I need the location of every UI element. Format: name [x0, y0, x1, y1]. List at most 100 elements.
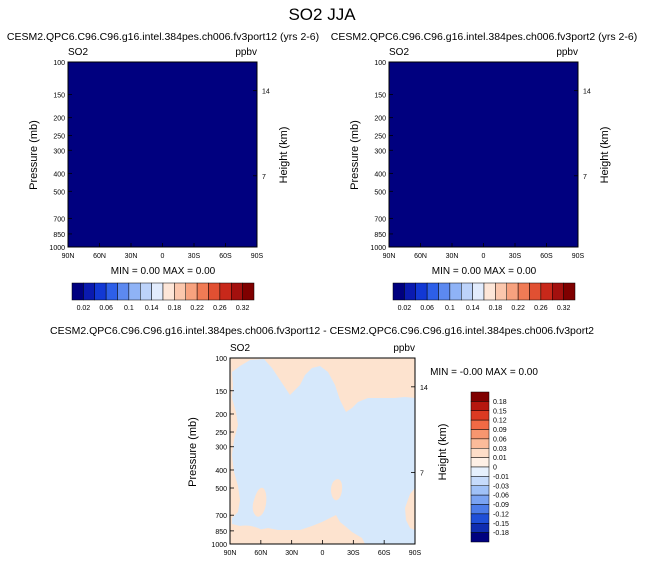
p2-colorbar-swatch: [426, 282, 439, 301]
panel-3-y-ticks-right: 14 7: [411, 385, 428, 477]
p2-colorbar-swatch: [506, 282, 519, 301]
panel-1-ylabel-right: Height (km): [278, 127, 290, 184]
p2-xtick-label: 90N: [383, 253, 396, 260]
panel-3: CESM2.QPC6.C96.C96.g16.intel.384pes.ch00…: [50, 325, 594, 557]
p3-colorbar-swatch: [470, 494, 490, 505]
p3-ytick-label: 100: [215, 356, 227, 363]
p1-colorbar-label: 0.32: [236, 305, 250, 312]
p1-colorbar-label: 0.26: [213, 305, 227, 312]
p3-ytick-label: 300: [215, 445, 227, 452]
p3-colorbar-swatch: [470, 485, 490, 496]
p2-colorbar-swatch: [495, 282, 507, 301]
p3-ytick-label: 500: [215, 486, 227, 493]
p3-xtick-label: 30N: [285, 550, 298, 557]
p1-colorbar-label: 0.22: [190, 305, 204, 312]
panel-3-positive-patch-center: [330, 479, 343, 501]
panel-3-units-label: ppbv: [393, 343, 415, 354]
panel-3-plot-area: [229, 357, 416, 545]
panel-3-negative-region: [232, 359, 415, 544]
p1-ytick-right-label: 14: [262, 89, 270, 96]
p3-colorbar-swatch: [470, 513, 490, 524]
p2-colorbar-swatch: [415, 282, 428, 301]
p3-colorbar-label: -0.01: [493, 474, 509, 481]
p2-ytick-label: 150: [374, 93, 386, 100]
panel-3-stats: MIN = -0.00 MAX = 0.00: [430, 367, 538, 378]
p2-colorbar-swatch: [563, 282, 576, 301]
p1-ytick-label: 400: [53, 171, 65, 178]
panel-1-plot-area: [67, 61, 258, 248]
p1-colorbar-label: 0.06: [99, 305, 113, 312]
p3-colorbar-label: 0.03: [493, 446, 507, 453]
p3-ytick-label: 850: [215, 529, 227, 536]
panel-3-colorbar: 0.18 0.15 0.12 0.09 0.06 0.03 0.01 0 -0.01 -0.03 -…: [470, 391, 509, 543]
p3-colorbar-label: -0.18: [493, 530, 509, 537]
p3-colorbar-label: -0.15: [493, 521, 509, 528]
p1-colorbar-swatch: [219, 282, 232, 301]
p1-colorbar-swatch: [140, 282, 152, 301]
panel-1-ylabel: Pressure (mb): [28, 120, 40, 190]
panel-1: CESM2.QPC6.C96.C96.g16.intel.384pes.ch00…: [7, 31, 319, 312]
panel-2-y-ticks-right: 14 7: [574, 89, 591, 181]
p2-colorbar-label: 0.14: [466, 305, 480, 312]
p3-xtick-label: 90S: [409, 550, 422, 557]
p3-ytick-label: 250: [215, 430, 227, 437]
p1-colorbar-swatch: [105, 282, 118, 301]
p3-colorbar-swatch: [470, 429, 490, 440]
p3-ytick-label: 1000: [211, 542, 227, 549]
p3-ytick-label: 700: [215, 513, 227, 520]
p2-colorbar-swatch: [461, 282, 473, 301]
p2-colorbar-label: 0.1: [445, 305, 455, 312]
p2-colorbar-swatch: [517, 282, 530, 301]
p1-ytick-label: 100: [53, 60, 65, 67]
p2-ytick-label: 200: [374, 116, 386, 123]
p3-ytick-label: 400: [215, 468, 227, 475]
p1-colorbar-swatch: [71, 282, 84, 301]
panel-2-y-ticks: 100 150 200 250 300 400 500 700 850 1000: [370, 60, 393, 252]
p3-ytick-label: 200: [215, 412, 227, 419]
p3-colorbar-label: -0.12: [493, 511, 509, 518]
p2-ytick-right-label: 7: [583, 174, 587, 181]
figure-title: SO2 JJA: [288, 5, 356, 24]
panel-2-plot-area: [388, 61, 579, 248]
p1-colorbar-swatch: [231, 282, 243, 301]
panel-2-colorbar: 0.02 0.06 0.1 0.14 0.18 0.22 0.26 0.32: [392, 282, 576, 312]
p2-colorbar-swatch: [449, 282, 462, 301]
p3-xtick-label: 60S: [378, 550, 391, 557]
p1-xtick-label: 90N: [62, 253, 75, 260]
p3-colorbar-label: 0.06: [493, 436, 507, 443]
panel-1-x-ticks: 90N 60N 30N 0 30S 60S 90S: [62, 243, 264, 260]
p3-colorbar-label: -0.09: [493, 502, 509, 509]
p1-colorbar-swatch: [128, 282, 141, 301]
panel-3-positive-patch-bottom: [236, 525, 262, 535]
p3-colorbar-swatch: [470, 410, 490, 421]
p1-ytick-label: 500: [53, 189, 65, 196]
p3-colorbar-label: -0.06: [493, 493, 509, 500]
p2-xtick-label: 60N: [414, 253, 427, 260]
p2-xtick-label: 30N: [446, 253, 459, 260]
p1-xtick-label: 0: [161, 253, 165, 260]
panel-3-x-ticks: 90N 60N 30N 0 30S 60S 90S: [224, 540, 422, 557]
p2-colorbar-swatch: [472, 282, 485, 301]
p1-colorbar-swatch: [185, 282, 198, 301]
p1-ytick-label: 200: [53, 116, 65, 123]
panel-2-variable-label: SO2: [389, 47, 409, 58]
p3-colorbar-swatch: [470, 476, 490, 486]
p2-colorbar-swatch: [540, 282, 553, 301]
p1-xtick-label: 60S: [219, 253, 232, 260]
p3-colorbar-label: 0: [493, 465, 497, 472]
p3-ytick-right-label: 14: [420, 385, 428, 392]
p2-xtick-label: 90S: [572, 253, 585, 260]
p1-colorbar-swatch: [162, 282, 175, 301]
p3-colorbar-label: -0.03: [493, 483, 509, 490]
p1-colorbar-swatch: [83, 282, 95, 301]
p1-xtick-label: 90S: [251, 253, 264, 260]
p3-colorbar-swatch: [470, 419, 490, 430]
p3-xtick-label: 90N: [224, 550, 237, 557]
p1-colorbar-swatch: [196, 282, 209, 301]
p1-xtick-label: 30N: [125, 253, 138, 260]
p1-colorbar-label: 0.18: [168, 305, 182, 312]
p1-ytick-label: 1000: [49, 245, 65, 252]
p1-colorbar-label: 0.14: [145, 305, 159, 312]
p3-colorbar-label: 0.12: [493, 418, 507, 425]
panel-2-stats: MIN = 0.00 MAX = 0.00: [432, 266, 537, 277]
